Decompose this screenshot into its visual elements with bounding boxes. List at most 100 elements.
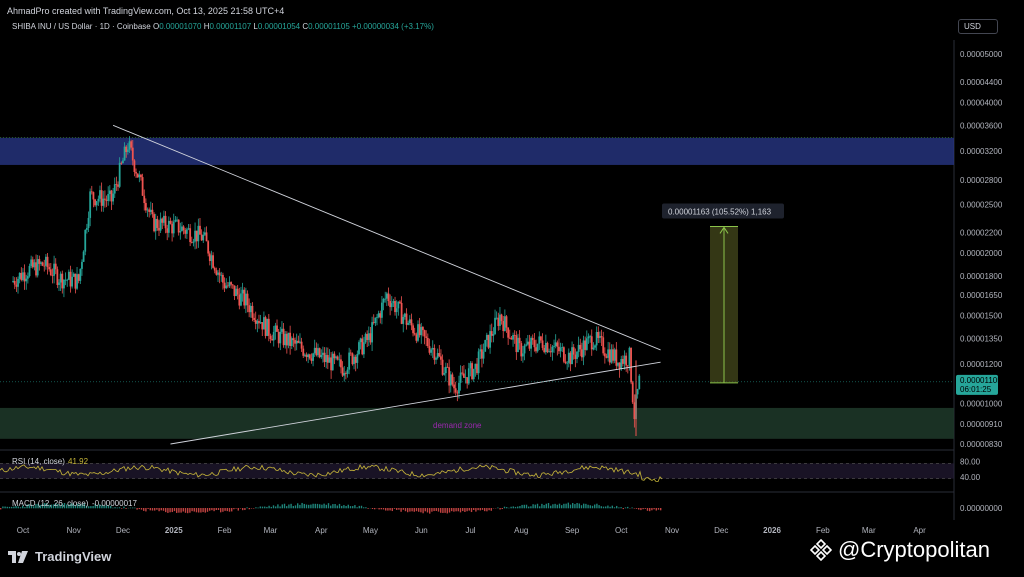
macd-histogram-bar xyxy=(523,504,525,509)
price-axis[interactable]: 0.00005000 0.00004400 0.00004000 0.00003600… xyxy=(956,50,1003,449)
macd-histogram-bar xyxy=(200,508,202,513)
candle-body xyxy=(433,347,436,360)
candle-body xyxy=(167,220,170,233)
close-value: 0.00001105 xyxy=(308,22,350,31)
time-tick-label: Dec xyxy=(714,526,728,535)
macd-histogram-bar xyxy=(655,508,657,511)
candle-body xyxy=(428,346,431,353)
macd-histogram-bar xyxy=(371,508,374,509)
candle-body xyxy=(197,225,200,242)
measure-tool[interactable]: 0.00001163 (105.52%) 1,163 xyxy=(662,203,784,384)
candle-body xyxy=(290,338,293,346)
macd-histogram-bar xyxy=(413,508,415,512)
trendlines[interactable] xyxy=(0,124,954,445)
time-axis[interactable]: Oct Nov Dec 2025 Feb Mar Apr May Jun Jul Aug Sep Oct… xyxy=(17,526,926,535)
macd-histogram-bar xyxy=(387,508,389,511)
candle-body xyxy=(508,337,511,339)
macd-histogram-bar xyxy=(349,506,352,509)
candle-body xyxy=(625,355,628,366)
macd-histogram-bar xyxy=(77,503,79,509)
candle-body xyxy=(95,201,98,206)
macd-histogram-bar xyxy=(270,506,272,509)
candle-body xyxy=(340,359,342,368)
candle-body xyxy=(592,347,595,350)
tradingview-logo[interactable]: TradingView xyxy=(8,549,111,564)
candle-body xyxy=(49,269,52,276)
candle-body xyxy=(576,351,578,359)
macd-histogram-bar xyxy=(195,508,198,513)
candle-body xyxy=(287,332,290,346)
macd-histogram-bar xyxy=(499,508,501,510)
candle-body xyxy=(494,317,496,335)
macd-histogram-bar xyxy=(649,508,651,512)
candle-body xyxy=(613,349,616,361)
macd-histogram-bar xyxy=(347,504,349,509)
macd-histogram-bar xyxy=(591,505,594,509)
candle-body xyxy=(31,259,34,268)
candle-body xyxy=(213,267,216,271)
candle-body xyxy=(615,349,618,366)
candle-body xyxy=(35,262,37,276)
macd-histogram-bar xyxy=(554,503,556,509)
candle-body xyxy=(525,344,528,346)
candle-body xyxy=(231,284,234,286)
candle-body xyxy=(620,358,623,370)
candle-body xyxy=(144,203,147,211)
macd-histogram-bar xyxy=(30,504,33,509)
macd-histogram-bar xyxy=(215,508,217,511)
candle-body xyxy=(17,278,19,287)
macd-histogram-bar xyxy=(563,503,565,509)
candle-body xyxy=(315,347,318,356)
macd-histogram-bar xyxy=(446,508,448,514)
macd-histogram-bar xyxy=(66,504,68,509)
macd-histogram-bar xyxy=(110,505,112,509)
macd-histogram-bar xyxy=(479,508,481,511)
time-tick-label: Feb xyxy=(816,526,830,535)
candle-body xyxy=(241,289,244,294)
macd-histogram-bar xyxy=(530,506,532,509)
candle-body xyxy=(172,221,175,234)
candle-body xyxy=(281,328,283,332)
candle-body xyxy=(367,333,370,340)
candle-body xyxy=(274,325,277,332)
macd-histogram-bar xyxy=(26,504,28,509)
candle-body xyxy=(212,255,214,268)
candle-body xyxy=(74,273,77,289)
candle-body xyxy=(485,334,488,341)
candle-body xyxy=(46,256,49,268)
candle-body xyxy=(171,223,174,234)
macd-histogram-bar xyxy=(481,508,484,510)
price-tick-label: 0.00005000 xyxy=(960,50,1003,59)
time-tick-label: Feb xyxy=(218,526,232,535)
candle-body xyxy=(271,338,274,341)
candle-body xyxy=(69,271,72,287)
candle-body xyxy=(621,358,624,364)
candles xyxy=(12,136,641,436)
macd-histogram-bar xyxy=(363,507,365,509)
candle-body xyxy=(517,337,519,353)
candle-body xyxy=(71,276,74,287)
candle-body xyxy=(590,336,593,350)
macd-histogram-bar xyxy=(543,504,545,509)
price-tick-label: 0.00002500 xyxy=(960,201,1003,210)
macd-histogram-bar xyxy=(613,507,616,509)
open-value: 0.00001070 xyxy=(159,22,202,31)
candle-body xyxy=(554,342,557,347)
candle-body xyxy=(376,316,378,318)
candle-body xyxy=(438,353,441,357)
candle-body xyxy=(26,276,29,279)
candle-body xyxy=(482,351,485,359)
candle-body xyxy=(636,389,639,395)
macd-histogram-bar xyxy=(510,506,512,509)
candle-body xyxy=(18,272,21,279)
macd-histogram-bar xyxy=(646,508,649,511)
macd-histogram-bar xyxy=(314,503,316,509)
currency-button[interactable]: USD xyxy=(958,19,998,34)
candle-body xyxy=(23,272,26,282)
candle-body xyxy=(520,343,523,357)
candle-body xyxy=(146,209,149,211)
macd-histogram-bar xyxy=(255,507,257,509)
candle-body xyxy=(87,217,90,229)
candle-body xyxy=(344,373,347,374)
